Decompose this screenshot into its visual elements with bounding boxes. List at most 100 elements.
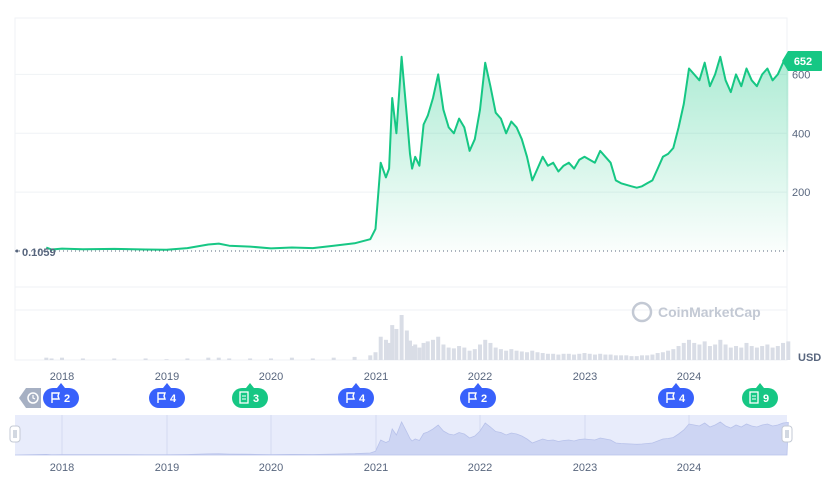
x-axis: 2018 2019 2020 2021 2022 2023 2024 bbox=[50, 371, 701, 383]
volume-bar bbox=[624, 355, 629, 360]
volume-bar bbox=[404, 330, 409, 360]
volume-bar bbox=[436, 336, 441, 360]
event-marker-history[interactable] bbox=[19, 388, 41, 408]
history-icon-hands bbox=[32, 395, 36, 400]
event-count: 4 bbox=[679, 393, 686, 405]
volume-bar bbox=[269, 358, 273, 360]
volume-bar bbox=[310, 358, 315, 360]
volume-bar bbox=[687, 339, 691, 360]
volume-bar bbox=[660, 352, 665, 360]
document-icon bbox=[239, 391, 249, 404]
flag-icon bbox=[157, 392, 166, 403]
event-marker-doc[interactable]: 9 bbox=[742, 383, 778, 408]
volume-bar bbox=[749, 346, 754, 360]
volume-bar bbox=[519, 351, 524, 360]
volume-bar bbox=[378, 336, 383, 360]
volume-bar bbox=[556, 354, 561, 360]
flag-icon bbox=[51, 392, 60, 403]
volume-bar bbox=[387, 342, 392, 360]
navigator-tick-label: 2024 bbox=[677, 462, 701, 474]
event-pointer bbox=[352, 383, 360, 388]
volume-bar bbox=[80, 358, 85, 360]
volume-bar bbox=[582, 353, 587, 360]
volume-bar bbox=[383, 339, 388, 360]
volume-bar bbox=[723, 344, 728, 360]
volume-bar bbox=[608, 354, 613, 360]
volume-bar bbox=[734, 346, 739, 360]
price-area-fill bbox=[46, 56, 789, 251]
event-marker-flag[interactable]: 2 bbox=[43, 383, 79, 408]
event-pointer bbox=[163, 383, 171, 388]
event-pill bbox=[658, 388, 694, 408]
navigator-handle-left[interactable] bbox=[9, 425, 21, 443]
volume-bar bbox=[441, 344, 446, 360]
volume-bar bbox=[143, 358, 148, 360]
volume-bar bbox=[786, 341, 791, 360]
volume-bar bbox=[666, 350, 671, 360]
volume-bar bbox=[671, 349, 676, 360]
volume-bar bbox=[467, 350, 472, 360]
volume-bar bbox=[216, 357, 221, 360]
event-marker-flag[interactable]: 4 bbox=[338, 383, 374, 408]
price-area bbox=[45, 55, 789, 251]
current-price-badge: 652 bbox=[782, 51, 822, 71]
volume-bar bbox=[765, 344, 770, 360]
range-navigator[interactable]: 2018 2019 2020 2021 2022 2023 2024 bbox=[9, 415, 793, 474]
volume-bar bbox=[577, 353, 582, 360]
badge-bg bbox=[782, 51, 822, 71]
watermark-text: CoinMarketCap bbox=[658, 304, 761, 320]
navigator-tick-label: 2020 bbox=[259, 462, 283, 474]
flag-icon bbox=[346, 392, 355, 403]
volume-bars bbox=[44, 315, 791, 360]
volume-bar bbox=[535, 352, 540, 360]
volume-bar bbox=[545, 353, 550, 360]
volume-bar bbox=[394, 328, 399, 360]
volume-bar bbox=[598, 353, 603, 360]
y-tick-label: 600 bbox=[792, 69, 810, 81]
volume-bar bbox=[407, 340, 412, 360]
event-pill bbox=[338, 388, 374, 408]
event-count: 9 bbox=[763, 393, 769, 405]
x-tick-label: 2018 bbox=[50, 371, 74, 383]
event-markers[interactable]: 2 4 3 4 2 4 9 bbox=[19, 383, 778, 408]
event-pointer bbox=[57, 383, 65, 388]
event-pointer bbox=[246, 383, 254, 388]
volume-bar bbox=[421, 342, 426, 360]
currency-label: USD bbox=[798, 352, 821, 364]
event-marker-flag[interactable]: 4 bbox=[658, 383, 694, 408]
navigator-handle-right[interactable] bbox=[781, 425, 793, 443]
volume-bar bbox=[331, 357, 336, 360]
volume-bar bbox=[718, 339, 723, 360]
volume-bar bbox=[472, 349, 477, 360]
volume-bar bbox=[509, 349, 514, 360]
volume-bar bbox=[493, 347, 498, 360]
volume-bar bbox=[49, 358, 54, 360]
volume-bar bbox=[430, 339, 435, 360]
volume-bar bbox=[702, 341, 707, 360]
volume-bar bbox=[498, 349, 503, 360]
volume-bar bbox=[744, 342, 749, 360]
event-pointer bbox=[672, 383, 680, 388]
navigator-tick-label: 2018 bbox=[50, 462, 74, 474]
volume-bar bbox=[478, 344, 482, 360]
history-icon bbox=[27, 392, 39, 404]
event-count: 4 bbox=[170, 393, 177, 405]
flag-icon bbox=[468, 392, 477, 403]
flag-icon bbox=[666, 392, 675, 403]
volume-bar bbox=[451, 348, 456, 360]
volume-bar bbox=[540, 353, 545, 360]
event-marker-flag[interactable]: 4 bbox=[149, 383, 185, 408]
volume-bar bbox=[770, 347, 775, 360]
handle-grip bbox=[781, 425, 793, 443]
volume-bar bbox=[775, 346, 780, 360]
navigator-series bbox=[14, 421, 789, 456]
event-marker-flag[interactable]: 2 bbox=[460, 383, 496, 408]
volume-bar bbox=[713, 344, 718, 360]
event-marker-doc[interactable]: 3 bbox=[232, 383, 268, 408]
volume-bar bbox=[629, 356, 634, 360]
x-tick-label: 2021 bbox=[364, 371, 388, 383]
navigator-tick-label: 2021 bbox=[364, 462, 388, 474]
volume-bar bbox=[227, 358, 232, 360]
